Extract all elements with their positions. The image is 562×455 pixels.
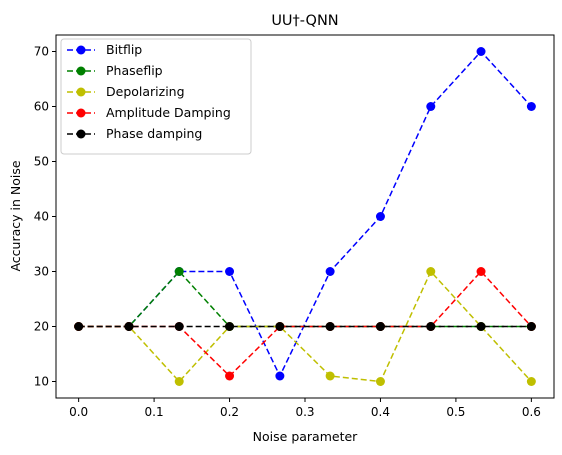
data-point-phase-damping (124, 322, 134, 331)
data-point-bitflip (275, 371, 285, 381)
data-point-phase-damping (225, 322, 235, 331)
y-tick-label: 50 (34, 155, 49, 169)
data-point-depolarizing (325, 371, 335, 381)
data-point-depolarizing (526, 377, 536, 386)
series-line-bitflip (78, 50, 532, 378)
data-point-phase-damping (74, 322, 84, 331)
series-line-phaseflip (78, 270, 532, 328)
series-line-depolarizing (78, 270, 532, 383)
legend-item: Phaseflip (67, 63, 163, 78)
legend-label: Amplitude Damping (106, 105, 231, 120)
x-axis-label: Noise parameter (253, 429, 358, 444)
x-tick-label: 0.0 (69, 405, 88, 419)
data-point-phaseflip (174, 267, 184, 276)
series-phaseflip (74, 267, 536, 331)
x-tick-label: 0.4 (371, 405, 390, 419)
y-tick-label: 10 (34, 375, 49, 389)
data-point-phase-damping (375, 322, 385, 331)
legend-box (60, 38, 252, 155)
series-layer (74, 47, 536, 386)
legend-marker (76, 87, 86, 97)
data-point-bitflip (375, 212, 385, 221)
data-point-depolarizing (375, 377, 385, 386)
legend-label: Phase damping (106, 126, 202, 141)
y-axis: 10 20 30 40 50 60 70 (34, 45, 56, 389)
data-point-phase-damping (325, 322, 335, 331)
legend-item: Amplitude Damping (67, 105, 231, 120)
data-point-phase-damping (476, 322, 486, 331)
data-point-amplitude-damping (225, 371, 235, 381)
series-line-amplitude-damping (78, 270, 532, 378)
legend-label: Phaseflip (106, 63, 163, 78)
legend-marker (76, 129, 86, 139)
data-point-bitflip (426, 102, 436, 111)
x-tick-label: 0.6 (522, 405, 541, 419)
y-axis-label: Accuracy in Noise (8, 160, 23, 271)
series-amplitude-damping (74, 267, 536, 381)
data-point-phase-damping (526, 322, 536, 331)
data-point-phase-damping (174, 322, 184, 331)
legend: Bitflip Phaseflip Depolarizing Amplitude Da… (60, 38, 252, 155)
y-tick-label: 70 (34, 45, 49, 59)
legend-item: Phase damping (67, 126, 202, 141)
x-tick-label: 0.2 (220, 405, 239, 419)
data-point-phase-damping (275, 322, 285, 331)
chart-title: UU†-QNN (271, 13, 338, 29)
data-point-bitflip (225, 267, 235, 276)
legend-item: Bitflip (67, 42, 142, 57)
data-point-amplitude-damping (476, 267, 486, 276)
legend-label: Bitflip (106, 42, 142, 57)
y-tick-label: 40 (34, 210, 49, 224)
data-point-depolarizing (174, 377, 184, 386)
x-tick-label: 0.3 (295, 405, 314, 419)
series-phase-damping (74, 322, 536, 331)
y-tick-label: 60 (34, 100, 49, 114)
legend-marker (76, 108, 86, 118)
data-point-bitflip (526, 102, 536, 111)
x-tick-label: 0.1 (145, 405, 164, 419)
legend-item: Depolarizing (67, 84, 185, 99)
y-tick-label: 20 (34, 320, 49, 334)
legend-label: Depolarizing (106, 84, 185, 99)
x-tick-label: 0.5 (446, 405, 465, 419)
legend-marker (76, 66, 86, 76)
legend-marker (76, 45, 86, 55)
data-point-phase-damping (426, 322, 436, 331)
x-axis: 0.0 0.1 0.2 0.3 0.4 0.5 0.6 (69, 398, 541, 419)
data-point-depolarizing (426, 267, 436, 276)
data-point-bitflip (476, 47, 486, 56)
y-tick-label: 30 (34, 265, 49, 279)
data-point-bitflip (325, 267, 335, 276)
